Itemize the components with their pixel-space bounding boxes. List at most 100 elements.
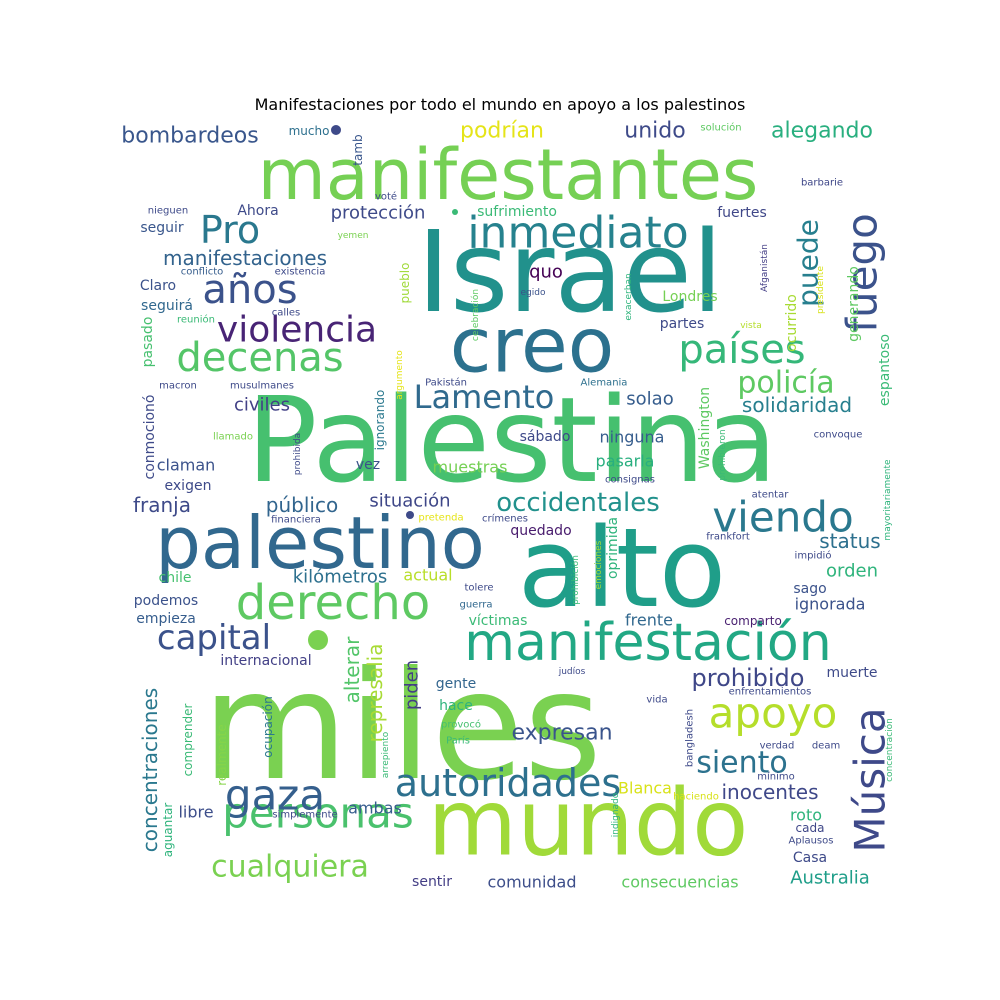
cloud-word-expresan: expresan	[511, 721, 612, 746]
cloud-word-sábado: sábado	[520, 429, 571, 445]
figure-title: Manifestaciones por todo el mundo en apo…	[254, 95, 746, 114]
cloud-word-vez: vez	[356, 457, 380, 473]
cloud-word-sago: sago	[793, 581, 826, 597]
cloud-word-inocentes: inocentes	[721, 780, 818, 804]
cloud-word-pasado: pasado	[140, 317, 156, 368]
cloud-word-bangladesh: bangladesh	[685, 709, 696, 767]
cloud-word-gente: gente	[436, 676, 476, 692]
cloud-word-enfrentamientos: enfrentamientos	[729, 687, 812, 698]
cloud-word-convoque: convoque	[814, 430, 863, 441]
cloud-word-prohibido: prohibido	[692, 664, 805, 692]
cloud-word-tolere: tolere	[464, 583, 493, 594]
cloud-word-casa: Casa	[793, 850, 827, 866]
cloud-word-muerte: muerte	[827, 665, 878, 681]
cloud-word-realmente: realmente	[215, 724, 229, 786]
cloud-word-quedado: quedado	[510, 523, 571, 539]
cloud-word-lamento: Lamento	[414, 378, 555, 416]
cloud-word-violencia: violencia	[217, 310, 377, 351]
cloud-word-conmocionó: conmocionó	[142, 395, 158, 480]
cloud-word-alto: alto	[518, 504, 726, 632]
cloud-word-bombardeos: bombardeos	[121, 124, 258, 149]
cloud-word-frankfort: frankfort	[706, 532, 750, 543]
cloud-word-claro: Claro	[140, 278, 176, 294]
cloud-word-aplausos: Aplausos	[789, 836, 834, 847]
cloud-word-situación: situación	[369, 491, 450, 512]
cloud-word-ambas: ambas	[348, 799, 402, 818]
cloud-word-actual: actual	[403, 566, 452, 585]
cloud-word-empieza: empieza	[136, 611, 196, 627]
cloud-word-arrepiento: arrepiento	[381, 731, 391, 778]
cloud-word-alegando: alegando	[771, 119, 873, 144]
cloud-word-llamado: llamado	[213, 432, 253, 443]
cloud-word-tamb: tamb	[351, 134, 365, 165]
cloud-word-musulmanes: musulmanes	[230, 381, 294, 392]
cloud-word-verdad: verdad	[760, 741, 795, 752]
cloud-dot	[406, 511, 414, 519]
cloud-word-países: países	[678, 327, 805, 373]
cloud-word-occidentales: occidentales	[496, 488, 660, 518]
cloud-dot	[331, 125, 341, 135]
cloud-word-oprimida: oprimida	[605, 517, 621, 579]
cloud-word-espantoso: espantoso	[877, 334, 893, 406]
cloud-word-hace: hace	[439, 698, 473, 714]
cloud-word-existencia: existencia	[275, 267, 326, 278]
cloud-word-consignas: consignas	[605, 475, 655, 486]
cloud-word-vista: vista	[740, 321, 762, 331]
cloud-word-partes: partes	[660, 316, 705, 332]
cloud-word-concentración: concentración	[884, 718, 895, 782]
cloud-word-roto: roto	[790, 806, 822, 825]
cloud-word-exacerban: exacerban	[624, 273, 634, 320]
cloud-word-cualquiera: cualquiera	[211, 850, 369, 885]
cloud-word-orden: orden	[826, 561, 878, 582]
cloud-word-podemos: podemos	[134, 593, 198, 609]
cloud-word-consecuencias: consecuencias	[621, 873, 738, 892]
cloud-word-exigen: exigen	[165, 478, 212, 494]
cloud-word-sufrimiento: sufrimiento	[477, 204, 557, 220]
cloud-word-comunidad: comunidad	[487, 873, 576, 892]
cloud-word-capital: capital	[157, 618, 271, 658]
cloud-word-policía: policía	[737, 366, 834, 401]
cloud-word-puede: puede	[792, 219, 825, 307]
cloud-word-solidaridad: solidaridad	[742, 393, 852, 417]
cloud-word-londres: Londres	[662, 289, 717, 305]
cloud-word-celebración: celebración	[470, 289, 481, 341]
cloud-word-mínimo: mínimo	[757, 771, 795, 783]
cloud-word-solución: solución	[700, 122, 741, 134]
cloud-word-prohibición: prohibición	[570, 555, 581, 605]
cloud-word-viendo: viendo	[712, 493, 853, 542]
cloud-word-haciendo: haciendo	[673, 792, 719, 803]
cloud-word-emociones: emociones	[594, 540, 604, 589]
cloud-word-palestino: palestino	[155, 501, 485, 585]
cloud-word-decenas: decenas	[176, 335, 343, 381]
cloud-word-manifestación: manifestación	[464, 613, 831, 673]
cloud-word-represalia: represalia	[363, 644, 387, 743]
cloud-word-prohibieron: prohibieron	[718, 429, 728, 480]
cloud-word-ninguna: ninguna	[600, 428, 665, 447]
cloud-word-franja: franja	[133, 493, 191, 517]
cloud-word-ignorando: ignorando	[373, 390, 387, 451]
cloud-word-manifestantes: manifestantes	[258, 134, 759, 216]
cloud-word-status: status	[819, 529, 880, 553]
cloud-word-pakistán: Pakistán	[425, 377, 467, 389]
cloud-word-reunión: reunión	[177, 314, 215, 326]
cloud-word-conflicto: conflicto	[181, 267, 224, 278]
cloud-word-frente: frente	[625, 611, 673, 630]
cloud-word-generando: generando	[846, 266, 862, 342]
cloud-word-ignorada: ignorada	[795, 595, 866, 614]
cloud-word-ahora: Ahora	[237, 203, 278, 219]
cloud-word-comprender: comprender	[181, 704, 195, 777]
cloud-dot	[452, 209, 458, 215]
cloud-word-ocurrido: ocurrido	[784, 294, 800, 352]
cloud-word-podrían: podrían	[460, 119, 544, 144]
cloud-word-deam: deam	[812, 741, 840, 752]
cloud-word-víctimas: víctimas	[469, 613, 528, 629]
cloud-word-crímenes: crímenes	[482, 513, 528, 525]
cloud-word-afganistán: Afganistán	[760, 244, 770, 292]
cloud-word-yemen: yemen	[338, 231, 369, 241]
cloud-word-ocupación: ocupación	[261, 696, 275, 757]
cloud-word-atentar: atentar	[752, 490, 790, 501]
cloud-word-aguantar: aguantar	[161, 803, 175, 858]
cloud-word-pro: Pro	[200, 208, 260, 252]
cloud-word-vida: vida	[646, 695, 667, 706]
